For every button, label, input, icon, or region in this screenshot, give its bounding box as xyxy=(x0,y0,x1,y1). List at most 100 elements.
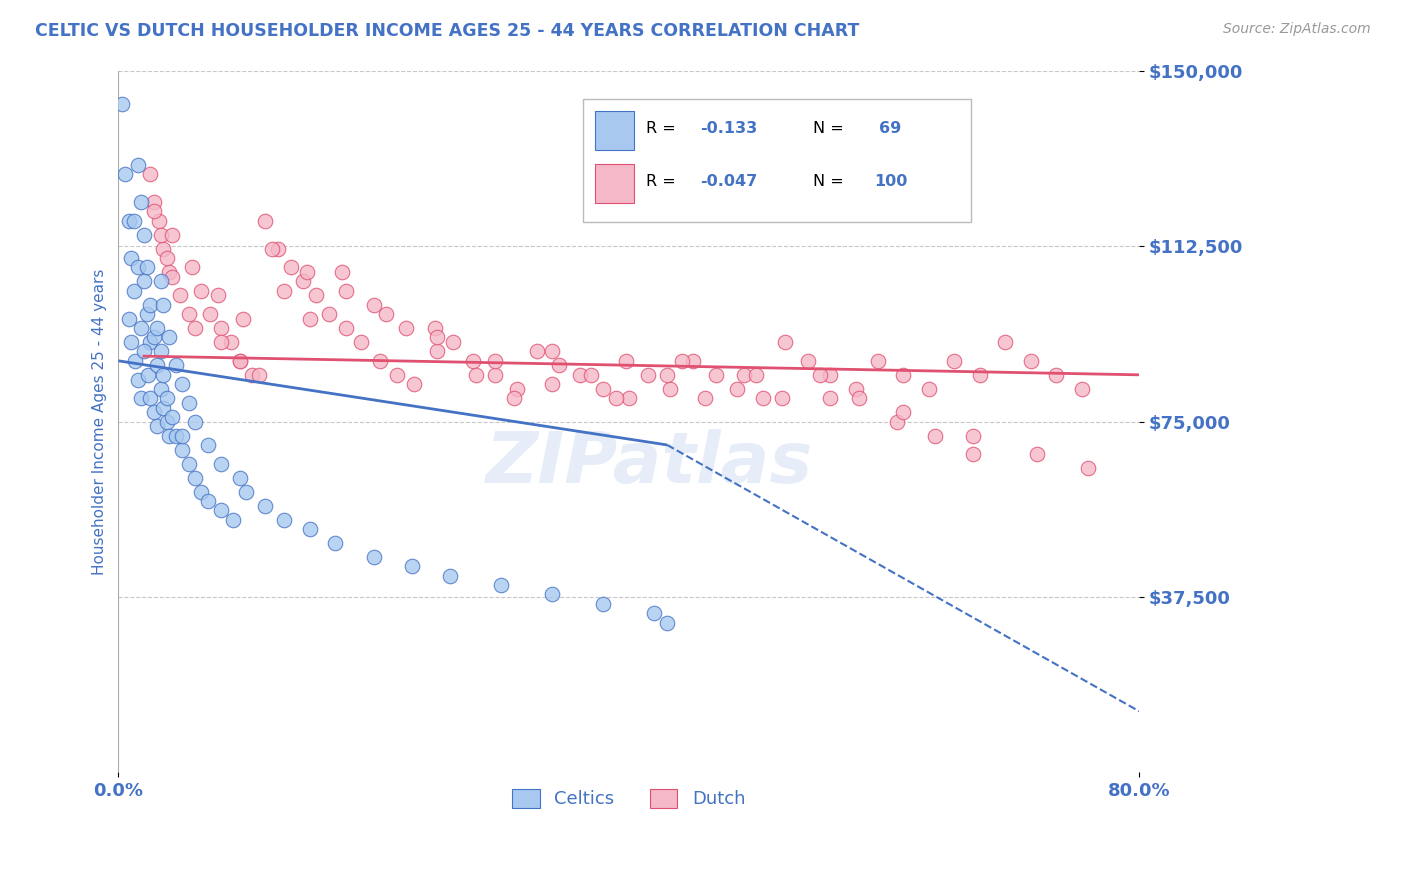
Point xyxy=(177,307,200,321)
Point xyxy=(773,335,796,350)
Point xyxy=(541,587,564,601)
Point xyxy=(682,353,704,368)
Text: N =: N = xyxy=(813,121,844,136)
Point xyxy=(143,405,166,419)
Point xyxy=(423,321,446,335)
Point xyxy=(160,269,183,284)
Point xyxy=(156,251,179,265)
Text: R =: R = xyxy=(647,174,676,189)
Point xyxy=(845,382,868,396)
Point xyxy=(209,335,232,350)
Point xyxy=(122,213,145,227)
Point xyxy=(145,359,167,373)
Point xyxy=(335,284,357,298)
Point xyxy=(526,344,548,359)
Point xyxy=(655,615,678,630)
Point xyxy=(152,401,174,415)
Point xyxy=(484,353,506,368)
Point xyxy=(143,194,166,209)
Point xyxy=(924,428,946,442)
Point xyxy=(658,382,681,396)
Point xyxy=(671,353,693,368)
Point xyxy=(184,470,207,484)
Point xyxy=(918,382,941,396)
Point xyxy=(207,288,229,302)
Point xyxy=(139,167,162,181)
Point xyxy=(280,260,302,275)
Text: 69: 69 xyxy=(879,121,901,136)
Point xyxy=(143,330,166,344)
Point xyxy=(891,405,914,419)
Point xyxy=(152,242,174,256)
Point xyxy=(363,550,385,565)
Point xyxy=(190,484,212,499)
Point xyxy=(464,368,486,382)
Point xyxy=(132,274,155,288)
Point xyxy=(273,284,295,298)
Point xyxy=(394,321,416,335)
Text: ZIPatlas: ZIPatlas xyxy=(485,429,813,498)
Point xyxy=(643,606,665,620)
Point xyxy=(848,391,870,405)
Point xyxy=(159,330,181,344)
Point xyxy=(325,536,347,550)
FancyBboxPatch shape xyxy=(583,99,970,222)
Point xyxy=(404,377,426,392)
Point xyxy=(200,307,222,321)
Point xyxy=(962,428,984,442)
Point xyxy=(292,274,315,288)
Point xyxy=(943,353,966,368)
Point xyxy=(375,307,398,321)
Bar xyxy=(595,111,634,150)
Point xyxy=(484,368,506,382)
Point xyxy=(132,344,155,359)
Point xyxy=(145,321,167,335)
Point xyxy=(439,569,461,583)
Point xyxy=(820,368,842,382)
Text: -0.133: -0.133 xyxy=(700,121,758,136)
Point xyxy=(491,578,513,592)
Point xyxy=(222,513,245,527)
Point xyxy=(135,307,157,321)
Point xyxy=(1070,382,1092,396)
Point xyxy=(120,335,142,350)
Point xyxy=(132,227,155,242)
Point xyxy=(197,494,219,508)
Bar xyxy=(595,164,634,202)
Point xyxy=(770,391,793,405)
Point xyxy=(426,344,449,359)
Point xyxy=(330,265,353,279)
Point xyxy=(247,368,270,382)
Text: -0.047: -0.047 xyxy=(700,174,758,189)
Point xyxy=(605,391,627,405)
Point xyxy=(127,372,149,386)
Point xyxy=(197,438,219,452)
Point xyxy=(752,391,775,405)
Point xyxy=(160,227,183,242)
Point xyxy=(159,428,181,442)
Text: 100: 100 xyxy=(875,174,907,189)
Point xyxy=(569,368,592,382)
Point xyxy=(363,298,385,312)
Point xyxy=(127,157,149,171)
Point xyxy=(866,353,889,368)
Point xyxy=(131,194,153,209)
Point xyxy=(152,368,174,382)
Legend: Celtics, Dutch: Celtics, Dutch xyxy=(505,781,752,815)
Point xyxy=(160,409,183,424)
Point xyxy=(541,344,564,359)
Point xyxy=(152,298,174,312)
Point xyxy=(298,311,321,326)
Point xyxy=(267,242,290,256)
Text: Source: ZipAtlas.com: Source: ZipAtlas.com xyxy=(1223,22,1371,37)
Point xyxy=(401,559,423,574)
Point xyxy=(385,368,408,382)
Point xyxy=(165,428,187,442)
Point xyxy=(655,368,678,382)
Point xyxy=(114,167,136,181)
Point xyxy=(181,260,204,275)
Point xyxy=(1045,368,1067,382)
Point xyxy=(441,335,464,350)
Point xyxy=(745,368,768,382)
Point xyxy=(177,457,200,471)
